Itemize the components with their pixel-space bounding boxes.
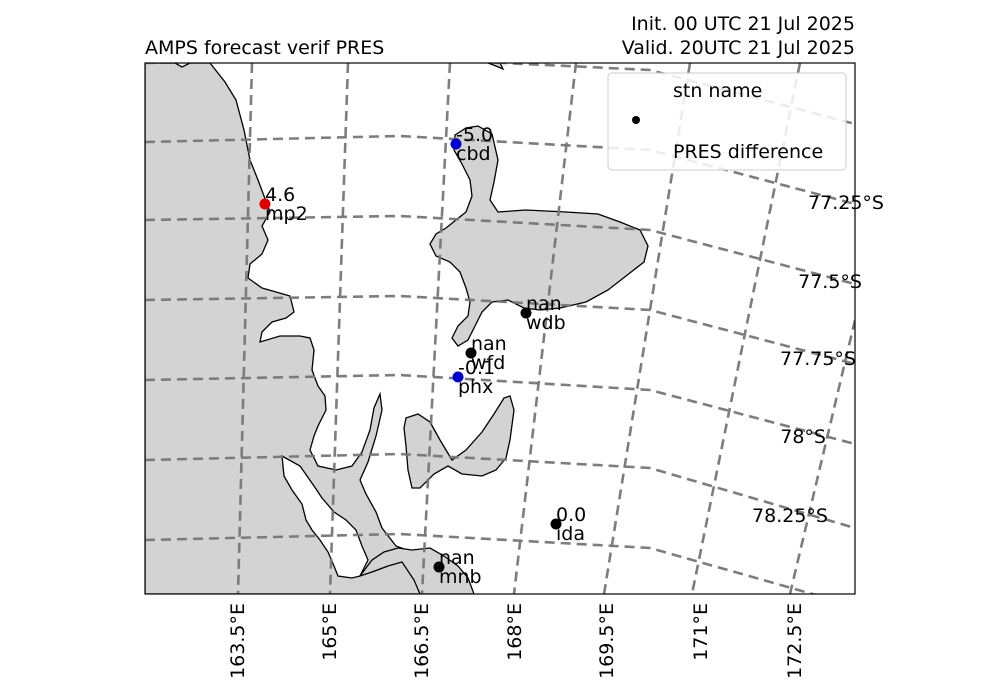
station-marker — [550, 518, 562, 530]
lat-line-77-5 — [145, 214, 855, 286]
lat-label-77-25: 77.25°S — [808, 192, 884, 214]
station-name-label: mnb — [439, 566, 482, 588]
station-marker — [259, 198, 271, 210]
lon-line-171 — [690, 63, 802, 594]
lon-label-165: 165°E — [319, 603, 341, 661]
lat-label-78: 78°S — [780, 426, 826, 448]
lat-line-77-75 — [145, 294, 855, 366]
station-name-label: ida — [556, 523, 585, 545]
lon-label-169-5: 169.5°E — [596, 603, 618, 679]
station-name-label: phx — [458, 376, 493, 398]
station-marker — [433, 561, 445, 573]
station-marker — [520, 307, 532, 319]
lon-line-163-5 — [236, 63, 254, 594]
stations-layer: -5.0cbd4.6mp2nanwdbnanwfd-0.1phx0.0idana… — [259, 124, 586, 588]
lon-line-165 — [328, 63, 350, 594]
station-value-label: nan — [526, 293, 562, 315]
station-value-label: -0.1 — [458, 357, 495, 379]
legend-marker-label: stn name — [673, 80, 762, 102]
lon-line-168 — [512, 63, 578, 594]
station-value-label: -5.0 — [456, 124, 493, 146]
station-name-label: wdb — [526, 312, 566, 334]
legend: stn name PRES difference — [607, 72, 847, 171]
map-title: AMPS forecast verif PRES — [145, 37, 384, 59]
lat-line-77-25 — [145, 134, 855, 206]
valid-time-label: Valid. 20UTC 21 Jul 2025 — [622, 37, 855, 59]
lon-label-171: 171°E — [690, 603, 712, 661]
land-south-coast — [358, 547, 475, 594]
land-inlet-cutout — [281, 454, 369, 579]
lat-label-78-25: 78.25°S — [752, 505, 828, 527]
lat-line-78 — [145, 373, 855, 446]
station-name-label: cbd — [456, 143, 491, 165]
map-frame — [144, 62, 856, 595]
station-marker — [450, 138, 462, 150]
station-name-label: wfd — [471, 352, 505, 374]
lon-label-166-5: 166.5°E — [411, 603, 433, 679]
lat-line-78-5 — [145, 532, 818, 594]
legend-box — [607, 72, 847, 171]
land-ross-island — [429, 125, 649, 347]
longitude-labels: 163.5°E 165°E 166.5°E 168°E 169.5°E 171°… — [227, 603, 806, 679]
lon-label-168: 168°E — [504, 603, 526, 661]
station-marker — [465, 347, 477, 359]
lon-label-163-5: 163.5°E — [227, 603, 249, 679]
legend-marker — [632, 116, 640, 124]
latitude-labels: 77.25°S 77.5°S 77.75°S 78°S 78.25°S — [752, 192, 884, 527]
lat-label-77-75: 77.75°S — [780, 348, 856, 370]
init-time-label: Init. 00 UTC 21 Jul 2025 — [631, 13, 855, 35]
station-value-label: 0.0 — [556, 504, 586, 526]
station-value-label: 4.6 — [265, 184, 295, 206]
lat-line-78-25 — [145, 452, 855, 530]
lon-line-166-5 — [420, 63, 452, 594]
lon-label-172-5: 172.5°E — [784, 603, 806, 679]
station-name-label: mp2 — [265, 203, 308, 225]
legend-value-label: PRES difference — [673, 141, 823, 163]
land-mainland — [145, 63, 475, 594]
station-marker — [452, 371, 464, 383]
lat-label-77-5: 77.5°S — [798, 271, 862, 293]
station-value-label: nan — [471, 333, 507, 355]
station-value-label: nan — [439, 547, 475, 569]
land-small-island — [487, 63, 505, 71]
